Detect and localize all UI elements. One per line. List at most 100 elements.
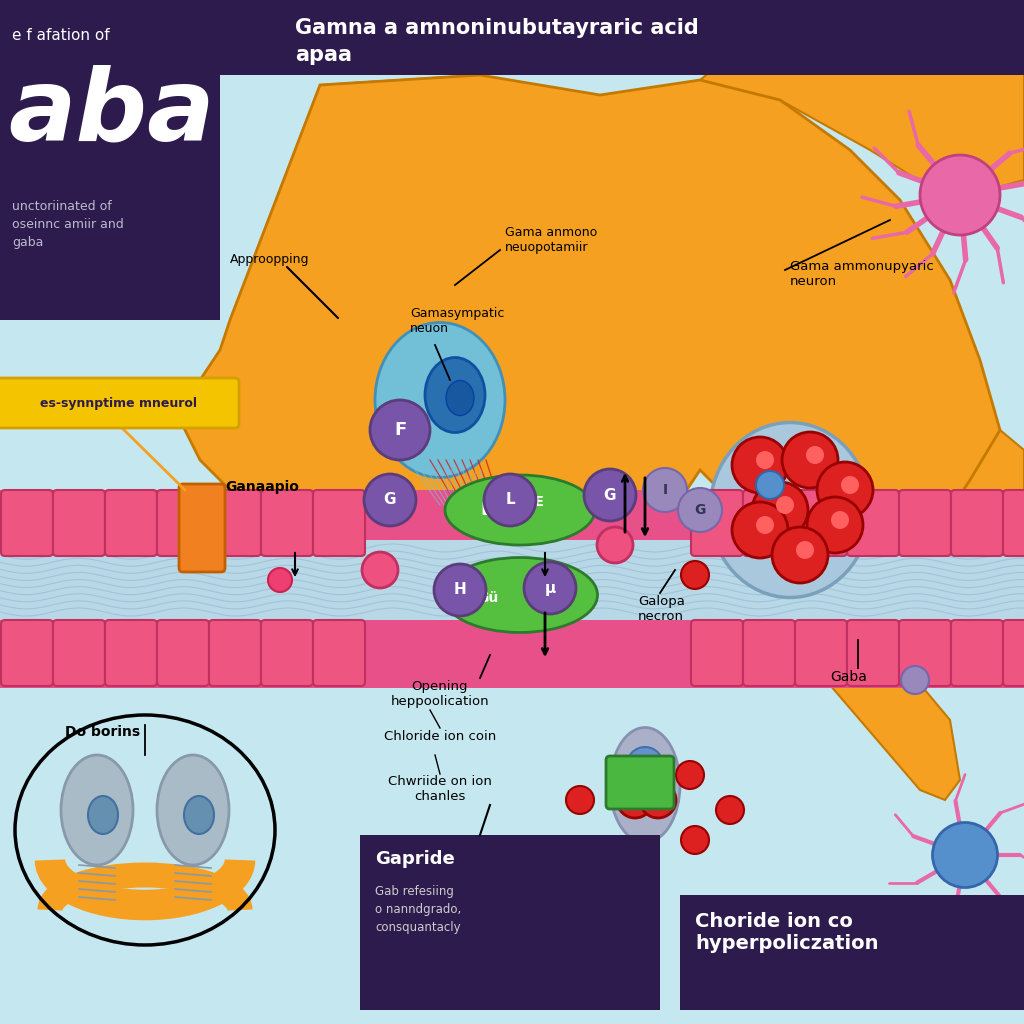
FancyBboxPatch shape (0, 540, 1024, 620)
Circle shape (627, 746, 663, 783)
Text: Ganaapio: Ganaapio (225, 480, 299, 494)
FancyBboxPatch shape (795, 490, 847, 556)
Polygon shape (660, 530, 961, 800)
Circle shape (772, 527, 828, 583)
Circle shape (681, 561, 709, 589)
Text: Gama anmono
neuopotamiir: Gama anmono neuopotamiir (505, 226, 597, 254)
Circle shape (643, 468, 687, 512)
Ellipse shape (610, 727, 680, 843)
Polygon shape (230, 75, 480, 319)
FancyBboxPatch shape (743, 490, 795, 556)
FancyBboxPatch shape (743, 620, 795, 686)
Text: Do borins: Do borins (65, 725, 140, 739)
FancyBboxPatch shape (0, 490, 1024, 558)
Circle shape (362, 552, 398, 588)
Text: G: G (694, 503, 706, 517)
Ellipse shape (184, 796, 214, 834)
FancyBboxPatch shape (313, 490, 365, 556)
Circle shape (678, 488, 722, 532)
Circle shape (566, 786, 594, 814)
Ellipse shape (425, 357, 485, 432)
FancyBboxPatch shape (261, 620, 313, 686)
FancyBboxPatch shape (0, 0, 220, 319)
FancyBboxPatch shape (157, 490, 209, 556)
Text: unctoriinated of
oseinnc amiir and
gaba: unctoriinated of oseinnc amiir and gaba (12, 200, 124, 249)
Circle shape (617, 782, 653, 818)
FancyBboxPatch shape (1002, 490, 1024, 556)
Circle shape (796, 541, 814, 559)
Circle shape (817, 462, 873, 518)
Text: G: G (384, 493, 396, 508)
Circle shape (676, 761, 705, 790)
Circle shape (640, 782, 676, 818)
Circle shape (584, 469, 636, 521)
Polygon shape (220, 0, 285, 75)
FancyBboxPatch shape (1002, 620, 1024, 686)
Ellipse shape (375, 323, 505, 477)
Ellipse shape (920, 155, 1000, 234)
Circle shape (806, 446, 824, 464)
Circle shape (756, 471, 784, 499)
Text: Gamna a amnoninubutayraric acid: Gamna a amnoninubutayraric acid (295, 18, 698, 38)
Text: apaa: apaa (295, 45, 352, 65)
Circle shape (752, 482, 808, 538)
Circle shape (732, 437, 788, 493)
Text: Gapride: Gapride (375, 850, 455, 868)
Ellipse shape (157, 755, 229, 865)
Polygon shape (180, 75, 1000, 580)
FancyBboxPatch shape (220, 0, 1024, 75)
FancyBboxPatch shape (53, 620, 105, 686)
FancyBboxPatch shape (53, 490, 105, 556)
Circle shape (841, 476, 859, 494)
FancyBboxPatch shape (105, 620, 157, 686)
FancyBboxPatch shape (105, 490, 157, 556)
FancyBboxPatch shape (0, 378, 239, 428)
Ellipse shape (710, 423, 870, 597)
FancyBboxPatch shape (313, 620, 365, 686)
Circle shape (756, 451, 774, 469)
Ellipse shape (933, 822, 997, 888)
Circle shape (268, 568, 292, 592)
Text: F: F (394, 421, 407, 439)
Text: H: H (454, 583, 466, 597)
FancyBboxPatch shape (795, 620, 847, 686)
FancyBboxPatch shape (261, 490, 313, 556)
Circle shape (681, 826, 709, 854)
Text: e f afation of: e f afation of (12, 28, 110, 43)
Ellipse shape (88, 796, 118, 834)
Text: Chloride ion coin: Chloride ion coin (384, 730, 496, 743)
FancyBboxPatch shape (691, 620, 743, 686)
Circle shape (831, 511, 849, 529)
FancyBboxPatch shape (847, 620, 899, 686)
Polygon shape (700, 0, 1024, 200)
Text: D: D (480, 501, 496, 519)
Text: Chwriide on ion
chanles: Chwriide on ion chanles (388, 775, 492, 803)
FancyBboxPatch shape (691, 490, 743, 556)
FancyBboxPatch shape (680, 895, 1024, 1010)
Circle shape (434, 564, 486, 616)
Circle shape (756, 516, 774, 534)
Circle shape (716, 796, 744, 824)
Circle shape (370, 400, 430, 460)
FancyBboxPatch shape (1, 490, 53, 556)
Ellipse shape (446, 381, 474, 416)
FancyBboxPatch shape (179, 484, 225, 572)
Text: Gaba: Gaba (830, 670, 867, 684)
Text: Gamasympatic
neuon: Gamasympatic neuon (410, 307, 505, 335)
FancyBboxPatch shape (899, 490, 951, 556)
FancyBboxPatch shape (1, 620, 53, 686)
Text: Gab refesiing
o nanndgrado,
consquantacly: Gab refesiing o nanndgrado, consquantacl… (375, 885, 461, 934)
Circle shape (807, 497, 863, 553)
FancyBboxPatch shape (360, 835, 660, 1010)
FancyBboxPatch shape (157, 620, 209, 686)
Text: Gü: Gü (477, 591, 499, 605)
Text: Approopping: Approopping (230, 254, 309, 266)
Ellipse shape (445, 475, 595, 545)
Circle shape (901, 666, 929, 694)
FancyBboxPatch shape (847, 490, 899, 556)
Circle shape (597, 527, 633, 563)
Text: aba: aba (8, 65, 215, 162)
Text: L: L (505, 493, 515, 508)
Text: es-synnptime mneurol: es-synnptime mneurol (40, 396, 197, 410)
Text: ΦΦ: ΦΦ (524, 592, 546, 604)
